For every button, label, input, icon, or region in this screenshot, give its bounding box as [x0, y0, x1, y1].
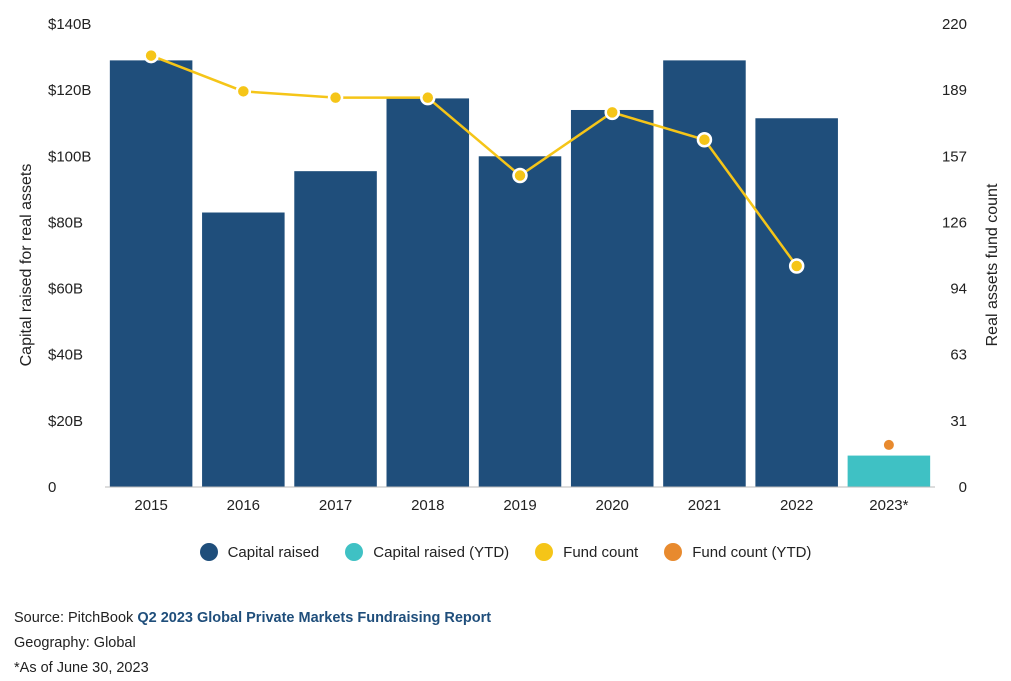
y2-tick-label: 189 — [942, 82, 967, 99]
line-point — [512, 167, 528, 184]
bar — [109, 60, 193, 487]
left-axis-ticks: 0 $20B $40B $60B $80B $100B $120B $140B — [48, 16, 91, 496]
y2-tick-label: 0 — [959, 479, 967, 496]
y-tick-label: $100B — [48, 148, 91, 165]
legend-swatch — [535, 543, 554, 561]
legend-swatch — [664, 543, 683, 561]
line-point — [604, 104, 620, 121]
bar — [570, 109, 654, 487]
y2-tick-label: 94 — [950, 281, 967, 298]
y-tick-label: 0 — [48, 479, 56, 496]
x-tick-label: 2016 — [227, 497, 260, 514]
x-tick-label: 2018 — [411, 497, 444, 514]
x-tick-label: 2020 — [596, 497, 629, 514]
x-tick-label: 2015 — [134, 497, 167, 514]
legend-label: Fund count — [563, 543, 639, 561]
x-tick-label: 2019 — [503, 497, 536, 514]
as-of-note: *As of June 30, 2023 — [14, 660, 149, 676]
legend-item: Capital raised — [199, 543, 320, 561]
legend-item: Fund count — [535, 543, 638, 561]
line-point — [327, 89, 344, 106]
combo-chart: 0 $20B $40B $60B $80B $100B $120B $140B 0 31 63 94… — [18, 16, 1001, 514]
bar — [294, 171, 377, 488]
bar — [386, 98, 470, 488]
y2-tick-label: 63 — [950, 347, 967, 364]
x-axis-ticks: 2015 2016 2017 2018 2019 2020 2021 2022 2023* — [134, 497, 908, 514]
chart-legend: Capital raised Capital raised (YTD) Fund c… — [0, 543, 1011, 561]
line-point — [143, 47, 159, 64]
bar — [847, 455, 931, 487]
y-tick-label: $60B — [48, 281, 83, 298]
legend-item: Fund count (YTD) — [664, 543, 811, 561]
source-report-title: Q2 2023 Global Private Markets Fundraisi… — [137, 610, 492, 626]
bar — [478, 156, 562, 488]
y-axis-title: Capital raised for real assets — [18, 164, 35, 367]
source-line: Source: PitchBook Q2 2023 Global Private… — [14, 606, 491, 631]
line-point — [788, 258, 805, 274]
bar — [663, 60, 746, 487]
geography-note: Geography: Global — [14, 635, 136, 651]
y-tick-label: $20B — [48, 413, 83, 430]
y-tick-label: $80B — [48, 214, 83, 231]
y-tick-label: $140B — [48, 16, 91, 33]
x-tick-label: 2023* — [869, 497, 908, 514]
y-tick-label: $40B — [48, 347, 83, 364]
legend-swatch — [345, 543, 364, 561]
legend-label: Fund count (YTD) — [692, 543, 812, 561]
line-point — [696, 132, 713, 148]
line-point — [235, 83, 252, 100]
y-tick-label: $120B — [48, 82, 91, 99]
line-point — [420, 89, 436, 106]
bar — [755, 118, 838, 487]
right-axis-ticks: 0 31 63 94 126 157 189 220 — [942, 16, 967, 496]
bar-series — [109, 60, 931, 488]
x-tick-label: 2017 — [319, 497, 352, 514]
chart-footer: Source: PitchBook Q2 2023 Global Private… — [14, 606, 491, 681]
source-prefix: Source: PitchBook — [14, 610, 138, 626]
y2-tick-label: 126 — [942, 214, 967, 231]
y2-axis-title: Real assets fund count — [984, 183, 1001, 346]
line-series — [143, 47, 894, 450]
x-tick-label: 2021 — [688, 497, 721, 514]
y2-tick-label: 220 — [942, 16, 967, 33]
legend-swatch — [199, 543, 218, 561]
fund-count-line — [150, 54, 798, 267]
y2-tick-label: 31 — [950, 413, 967, 430]
legend-label: Capital raised (YTD) — [373, 543, 510, 561]
x-tick-label: 2022 — [780, 497, 813, 514]
ytd-point — [883, 439, 894, 450]
legend-item: Capital raised (YTD) — [345, 543, 509, 561]
legend-label: Capital raised — [227, 543, 320, 561]
bar — [202, 212, 285, 487]
y2-tick-label: 157 — [942, 148, 967, 165]
